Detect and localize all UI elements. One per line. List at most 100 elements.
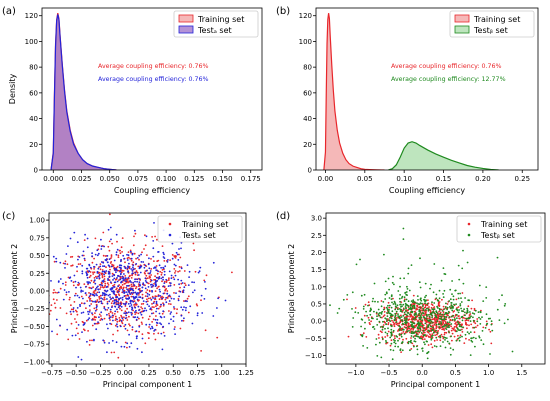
data-point — [132, 268, 135, 271]
data-point — [154, 275, 157, 278]
series-area-1 — [51, 14, 117, 170]
data-point — [109, 213, 111, 216]
data-point — [360, 334, 363, 337]
data-point — [127, 254, 130, 257]
data-point — [419, 324, 422, 326]
data-point — [145, 235, 148, 238]
data-point — [148, 305, 151, 308]
data-point — [399, 277, 402, 280]
data-point — [433, 345, 436, 347]
data-point — [127, 311, 130, 314]
data-point — [113, 274, 116, 277]
data-point — [85, 271, 88, 273]
data-point — [421, 338, 424, 341]
data-point — [446, 321, 449, 324]
data-point — [133, 298, 135, 300]
data-point — [466, 261, 469, 264]
data-point — [123, 257, 126, 260]
data-point — [352, 317, 355, 319]
data-point — [114, 310, 117, 313]
data-point — [103, 280, 106, 283]
data-point — [118, 298, 121, 301]
data-point — [392, 297, 394, 300]
data-point — [465, 337, 467, 340]
data-point — [471, 337, 473, 339]
data-point — [375, 338, 378, 340]
data-point — [92, 271, 94, 274]
data-point — [96, 299, 99, 301]
data-point — [443, 325, 445, 328]
y-tick-label: −0.5 — [305, 335, 322, 343]
data-point — [458, 325, 461, 328]
data-point — [459, 334, 462, 337]
y-tick-label: 2.5 — [311, 232, 322, 240]
data-point — [73, 301, 76, 303]
data-point — [121, 269, 124, 272]
data-point — [150, 258, 152, 260]
data-point — [450, 307, 452, 310]
data-point — [388, 304, 391, 307]
y-tick-label: 80 — [303, 64, 312, 72]
data-point — [386, 292, 388, 295]
data-point — [80, 290, 82, 293]
data-point — [142, 302, 145, 305]
data-point — [122, 291, 124, 293]
data-point — [179, 290, 182, 293]
data-point — [111, 275, 114, 277]
data-point — [107, 228, 110, 231]
data-point — [129, 274, 131, 277]
x-tick-label: 0.100 — [156, 175, 176, 183]
data-point — [398, 325, 401, 327]
data-point — [387, 322, 390, 324]
data-point — [75, 327, 78, 330]
data-point — [83, 239, 86, 242]
data-point — [438, 310, 440, 313]
data-point — [124, 327, 127, 330]
data-point — [440, 316, 443, 318]
data-point — [450, 323, 453, 325]
data-point — [114, 324, 117, 327]
data-point — [126, 253, 128, 256]
plot-area — [50, 13, 117, 170]
data-point — [169, 282, 172, 285]
data-point — [79, 263, 82, 265]
data-point — [161, 269, 164, 271]
data-point — [431, 301, 433, 304]
data-point — [136, 257, 139, 259]
data-point — [403, 317, 406, 319]
data-point — [159, 290, 162, 293]
data-point — [127, 284, 130, 287]
data-point — [166, 297, 169, 299]
data-point — [403, 326, 406, 328]
data-point — [412, 336, 415, 338]
data-point — [57, 291, 60, 294]
data-point — [105, 290, 108, 293]
data-point — [120, 258, 122, 261]
data-point — [402, 323, 404, 326]
data-point — [390, 325, 393, 328]
data-point — [402, 303, 405, 306]
data-point — [409, 331, 411, 334]
data-point — [97, 321, 99, 323]
data-point — [442, 321, 444, 323]
data-point — [109, 319, 111, 321]
data-point — [443, 308, 446, 310]
data-point — [130, 257, 133, 260]
data-point — [212, 261, 215, 264]
data-point — [106, 282, 109, 285]
legend-box — [456, 215, 542, 243]
data-point — [132, 289, 135, 292]
data-point — [122, 287, 125, 290]
data-point — [151, 303, 153, 305]
data-point — [129, 293, 132, 295]
data-point — [351, 291, 354, 294]
x-tick-label: 0.05 — [357, 175, 373, 183]
data-point — [93, 279, 96, 282]
data-point — [98, 244, 101, 247]
data-point — [152, 247, 155, 250]
data-point — [145, 269, 148, 272]
data-point — [134, 287, 137, 290]
data-point — [440, 321, 442, 323]
data-point — [489, 330, 492, 333]
data-point — [420, 315, 422, 317]
